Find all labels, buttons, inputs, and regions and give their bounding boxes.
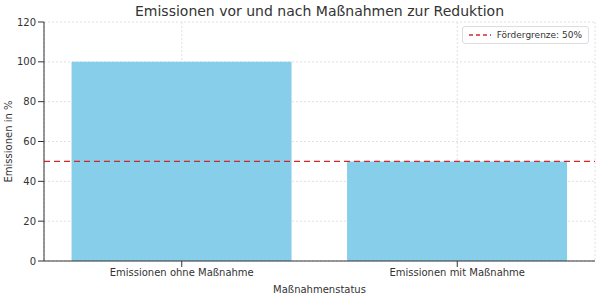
svg-text:80: 80 (23, 96, 36, 107)
html-text:Fördergrenze: 50%: Fördergrenze: 50% (496, 30, 582, 40)
svg-text:Emissionen ohne Maßnahme: Emissionen ohne Maßnahme (110, 267, 254, 278)
svg-text:Emissionen mit Maßnahme: Emissionen mit Maßnahme (389, 267, 525, 278)
svg-text:40: 40 (23, 176, 36, 187)
html-text:Emissionen vor und nach Maßnah: Emissionen vor und nach Maßnahmen zur Re… (135, 3, 504, 19)
svg-text:20: 20 (23, 216, 36, 227)
svg-text:0: 0 (30, 256, 36, 267)
svg-text:120: 120 (17, 17, 36, 28)
svg-text:100: 100 (17, 56, 36, 67)
svg-text:Emissionen in %: Emissionen in % (8, 101, 14, 183)
svg-text:Maßnahmenstatus: Maßnahmenstatus (273, 284, 366, 295)
svg-text:60: 60 (23, 136, 36, 147)
